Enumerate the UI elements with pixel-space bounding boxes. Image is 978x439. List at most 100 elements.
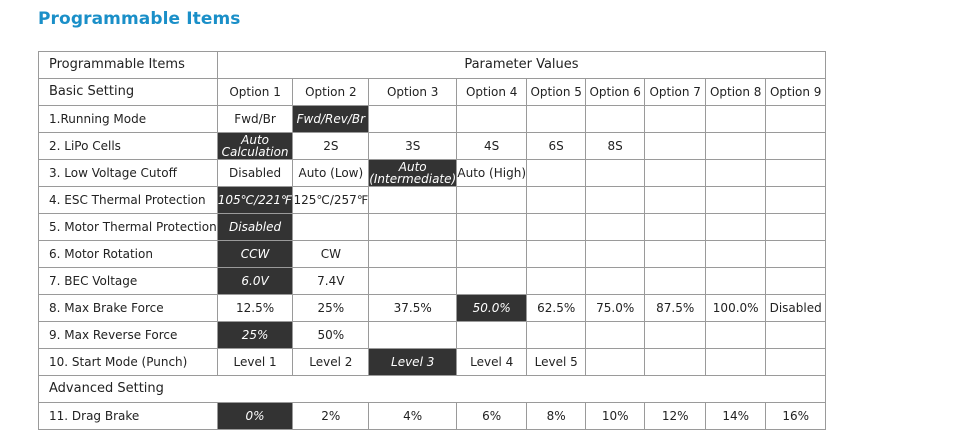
value-cell: 6S bbox=[526, 132, 587, 160]
value-cell: 62.5% bbox=[526, 294, 587, 322]
value-cell bbox=[765, 186, 827, 214]
value-cell bbox=[585, 267, 646, 295]
table-row: 8. Max Brake Force 12.5% 25% 37.5% 50.0% 62.5… bbox=[38, 294, 827, 322]
value-cell: Disabled bbox=[216, 159, 294, 187]
value-cell bbox=[644, 186, 707, 214]
value-cell bbox=[456, 105, 528, 133]
item-label: 4. ESC Thermal Protection bbox=[38, 186, 218, 214]
option-header: Option 6 bbox=[585, 78, 646, 106]
value-cell: Fwd/Br bbox=[216, 105, 294, 133]
option-header: Option 1 bbox=[216, 78, 294, 106]
selected-value-cell: Level 3 bbox=[368, 348, 458, 376]
value-cell bbox=[705, 213, 767, 241]
option-header: Option 7 bbox=[644, 78, 707, 106]
selected-value-cell: 0% bbox=[216, 402, 294, 430]
item-label: 5. Motor Thermal Protection bbox=[38, 213, 218, 241]
item-label: 7. BEC Voltage bbox=[38, 267, 218, 295]
value-cell bbox=[644, 105, 707, 133]
basic-setting-label: Basic Setting bbox=[38, 78, 218, 106]
table-row: 1.Running Mode Fwd/Br Fwd/Rev/Br bbox=[38, 105, 827, 133]
selected-value-cell: 105℃/221℉ bbox=[216, 186, 294, 214]
selected-value-cell: Auto Calculation bbox=[216, 132, 294, 160]
value-cell: 14% bbox=[705, 402, 767, 430]
value-cell bbox=[456, 267, 528, 295]
item-label: 1.Running Mode bbox=[38, 105, 218, 133]
value-cell bbox=[705, 321, 767, 349]
value-cell: 50% bbox=[292, 321, 370, 349]
selected-value-cell: Disabled bbox=[216, 213, 294, 241]
value-cell bbox=[456, 240, 528, 268]
value-cell bbox=[585, 213, 646, 241]
value-cell bbox=[705, 186, 767, 214]
value-cell bbox=[765, 348, 827, 376]
page-title: Programmable Items bbox=[38, 9, 241, 29]
value-cell bbox=[705, 105, 767, 133]
table-row: 9. Max Reverse Force 25% 50% bbox=[38, 321, 827, 349]
value-cell bbox=[526, 321, 587, 349]
value-cell bbox=[765, 321, 827, 349]
value-cell: 3S bbox=[368, 132, 458, 160]
option-header: Option 3 bbox=[368, 78, 458, 106]
programmable-items-table: Programmable Items Parameter Values Basi… bbox=[37, 51, 827, 430]
value-cell: 2S bbox=[292, 132, 370, 160]
item-label: 8. Max Brake Force bbox=[38, 294, 218, 322]
value-cell: Auto (Low) bbox=[292, 159, 370, 187]
value-cell: CW bbox=[292, 240, 370, 268]
value-cell: Auto (High) bbox=[456, 159, 528, 187]
selected-value-cell: Fwd/Rev/Br bbox=[292, 105, 370, 133]
value-cell bbox=[368, 240, 458, 268]
advanced-setting-label: Advanced Setting bbox=[37, 375, 827, 403]
value-cell bbox=[765, 132, 827, 160]
value-cell bbox=[644, 240, 707, 268]
value-cell: Level 5 bbox=[526, 348, 587, 376]
value-cell bbox=[368, 321, 458, 349]
value-cell: 2% bbox=[292, 402, 370, 430]
value-cell bbox=[526, 267, 587, 295]
basic-setting-row: Basic Setting Option 1 Option 2 Option 3… bbox=[38, 78, 827, 106]
value-cell bbox=[705, 240, 767, 268]
value-cell bbox=[456, 186, 528, 214]
value-cell bbox=[526, 105, 587, 133]
value-cell: 10% bbox=[585, 402, 646, 430]
value-cell bbox=[644, 213, 707, 241]
value-cell: 100.0% bbox=[705, 294, 767, 322]
value-cell bbox=[644, 348, 707, 376]
value-cell bbox=[705, 267, 767, 295]
value-cell bbox=[585, 321, 646, 349]
value-cell: 8S bbox=[585, 132, 646, 160]
value-cell bbox=[526, 159, 587, 187]
selected-value-cell: 25% bbox=[216, 321, 294, 349]
value-cell: 37.5% bbox=[368, 294, 458, 322]
value-cell: Level 1 bbox=[216, 348, 294, 376]
value-cell: Disabled bbox=[765, 294, 827, 322]
value-cell: Level 4 bbox=[456, 348, 528, 376]
table-row: 5. Motor Thermal Protection Disabled bbox=[38, 213, 827, 241]
value-cell: 75.0% bbox=[585, 294, 646, 322]
value-cell bbox=[765, 105, 827, 133]
value-cell bbox=[765, 240, 827, 268]
value-cell bbox=[368, 186, 458, 214]
option-header: Option 2 bbox=[292, 78, 370, 106]
table-header-row: Programmable Items Parameter Values bbox=[38, 51, 827, 79]
table-row: 10. Start Mode (Punch) Level 1 Level 2 Leve… bbox=[38, 348, 827, 376]
option-header: Option 9 bbox=[765, 78, 827, 106]
value-cell bbox=[644, 159, 707, 187]
value-cell bbox=[292, 213, 370, 241]
value-cell bbox=[644, 132, 707, 160]
value-cell bbox=[585, 105, 646, 133]
selected-value-cell: CCW bbox=[216, 240, 294, 268]
value-cell: 4% bbox=[368, 402, 458, 430]
value-cell bbox=[705, 132, 767, 160]
item-label: 3. Low Voltage Cutoff bbox=[38, 159, 218, 187]
value-cell bbox=[765, 213, 827, 241]
option-header: Option 8 bbox=[705, 78, 767, 106]
value-cell: 125℃/257℉ bbox=[292, 186, 370, 214]
value-cell bbox=[585, 159, 646, 187]
item-label: 9. Max Reverse Force bbox=[38, 321, 218, 349]
value-cell bbox=[526, 213, 587, 241]
value-cell: 25% bbox=[292, 294, 370, 322]
selected-value-cell: Auto (Intermediate) bbox=[368, 159, 458, 187]
value-cell bbox=[526, 240, 587, 268]
value-cell: 7.4V bbox=[292, 267, 370, 295]
item-label: 11. Drag Brake bbox=[38, 402, 218, 430]
